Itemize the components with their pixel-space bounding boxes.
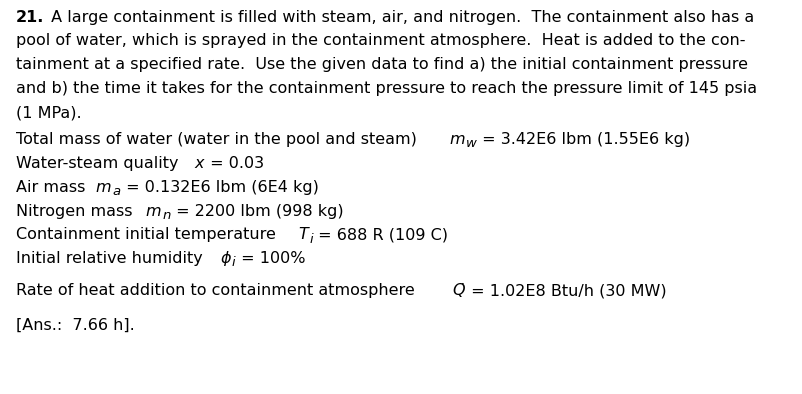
Text: n: n (163, 208, 171, 221)
Text: and b) the time it takes for the containment pressure to reach the pressure limi: and b) the time it takes for the contain… (16, 81, 757, 96)
Text: 21.: 21. (16, 9, 44, 24)
Text: Q̇: Q̇ (452, 283, 465, 298)
Text: = 100%: = 100% (236, 251, 306, 266)
Text: tainment at a specified rate.  Use the given data to find a) the initial contain: tainment at a specified rate. Use the gi… (16, 58, 748, 72)
Text: m: m (95, 180, 111, 195)
Text: Nitrogen mass: Nitrogen mass (16, 204, 138, 219)
Text: = 3.42E6 lbm (1.55E6 kg): = 3.42E6 lbm (1.55E6 kg) (477, 132, 691, 147)
Text: i: i (232, 256, 236, 269)
Text: i: i (309, 232, 313, 245)
Text: T: T (298, 227, 309, 242)
Text: = 1.02E8 Btu/h (30 MW): = 1.02E8 Btu/h (30 MW) (466, 283, 666, 298)
Text: Water-steam quality: Water-steam quality (16, 156, 184, 171)
Text: (1 MPa).: (1 MPa). (16, 105, 82, 120)
Text: Initial relative humidity: Initial relative humidity (16, 251, 208, 266)
Text: w: w (466, 137, 476, 150)
Text: A large containment is filled with steam, air, and nitrogen.  The containment al: A large containment is filled with steam… (47, 9, 755, 24)
Text: m: m (449, 132, 464, 147)
Text: Total mass of water (water in the pool and steam): Total mass of water (water in the pool a… (16, 132, 422, 147)
Text: = 0.132E6 lbm (6E4 kg): = 0.132E6 lbm (6E4 kg) (121, 180, 318, 195)
Text: = 2200 lbm (998 kg): = 2200 lbm (998 kg) (172, 204, 344, 219)
Text: [Ans.:  7.66 h].: [Ans.: 7.66 h]. (16, 318, 135, 333)
Text: = 0.03: = 0.03 (205, 156, 264, 171)
Text: a: a (112, 185, 120, 198)
Text: Containment initial temperature: Containment initial temperature (16, 227, 281, 242)
Text: = 688 R (109 C): = 688 R (109 C) (313, 227, 448, 242)
Text: m: m (146, 204, 161, 219)
Text: Air mass: Air mass (16, 180, 91, 195)
Text: ϕ: ϕ (221, 251, 231, 266)
Text: x: x (195, 156, 205, 171)
Text: Rate of heat addition to containment atmosphere: Rate of heat addition to containment atm… (16, 283, 425, 298)
Text: pool of water, which is sprayed in the containment atmosphere.  Heat is added to: pool of water, which is sprayed in the c… (16, 33, 746, 48)
